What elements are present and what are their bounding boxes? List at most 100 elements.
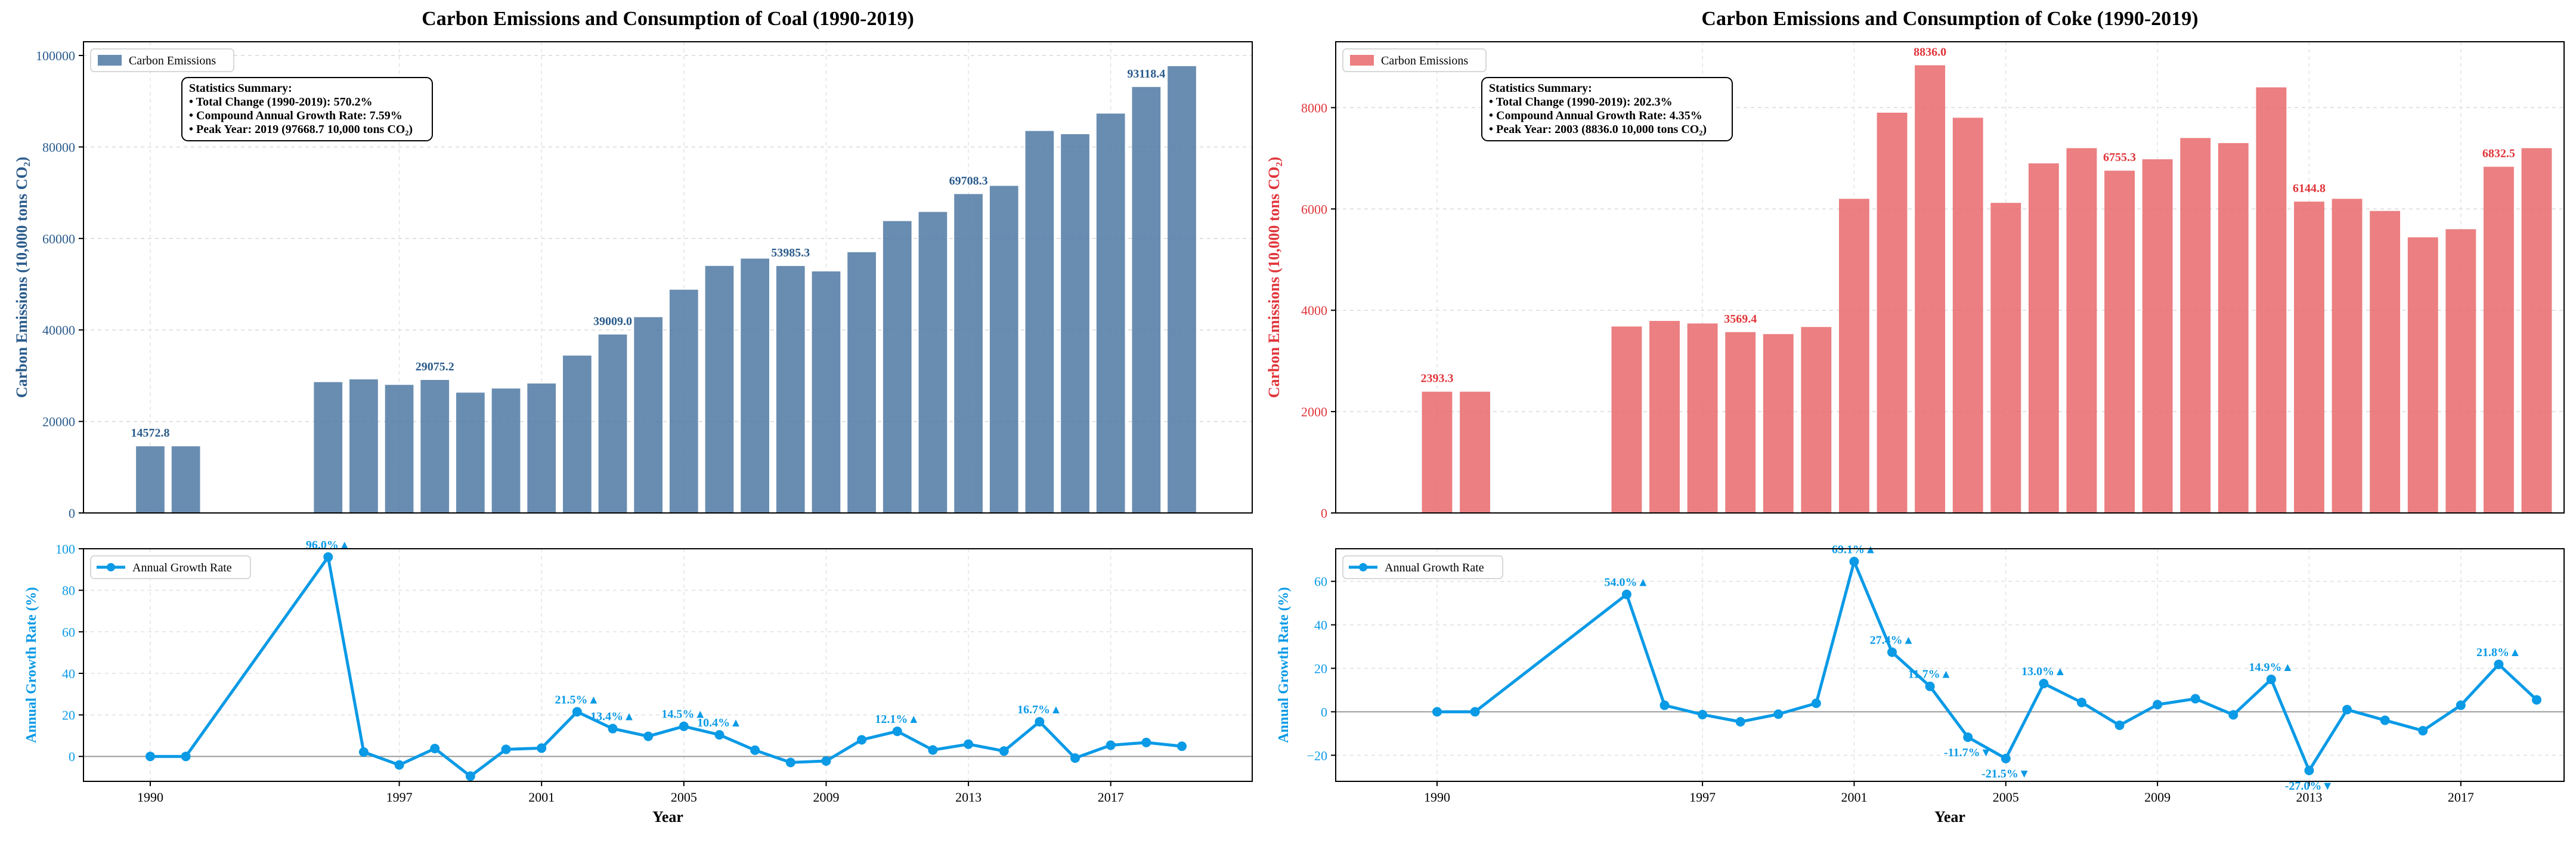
growth-point-2012 [928, 745, 938, 755]
bar-1998 [1725, 332, 1756, 513]
x-tick-label: 1990 [1424, 790, 1450, 805]
y-tick-label: 0 [1321, 704, 1327, 719]
growth-value-label: 12.1%▲ [875, 713, 919, 726]
bar-2002 [1877, 112, 1908, 513]
legend-box [1342, 555, 1503, 579]
growth-point-1999 [1773, 709, 1784, 719]
growth-point-2014 [999, 746, 1009, 756]
growth-point-2000 [501, 744, 511, 755]
growth-point-1997 [1698, 710, 1708, 720]
growth-point-2004 [1963, 732, 1973, 743]
chart-title: Carbon Emissions and Consumption of Coke… [1701, 8, 2198, 30]
y-tick-label: 80 [62, 583, 75, 598]
legend: Carbon Emissions [1342, 48, 1487, 72]
bar-1996 [1649, 321, 1680, 513]
growth-point-1996 [1659, 700, 1670, 710]
bar-2012 [918, 212, 948, 513]
growth-point-2008 [2114, 720, 2125, 730]
bar-2008 [776, 265, 805, 513]
summary-line3: • Peak Year: 2003 (8836.0 10,000 tons CO… [1489, 123, 1707, 136]
y-tick-label: 4000 [1301, 303, 1327, 318]
y-tick-label: 0 [69, 749, 75, 764]
bar-1990 [1422, 391, 1453, 513]
growth-point-2001 [537, 743, 547, 753]
bar-1997 [385, 385, 414, 513]
statistics-summary: Statistics Summary:• Total Change (1990-… [1481, 77, 1733, 141]
y-axis-label: Carbon Emissions (10,000 tons CO₂) [13, 157, 30, 398]
bar-2000 [1801, 327, 1832, 513]
x-tick-label: 2009 [813, 790, 839, 805]
growth-point-2012 [2266, 675, 2276, 685]
x-tick-label: 1997 [386, 790, 413, 805]
bar-value-label: 3569.4 [1724, 313, 1757, 326]
growth-point-2016 [1070, 753, 1080, 763]
y-tick-label: 40 [1314, 618, 1327, 633]
growth-point-2011 [892, 726, 902, 737]
y-tick-label: 20 [62, 708, 75, 723]
growth-value-label: 21.8%▲ [2476, 646, 2521, 659]
bar-2011 [883, 221, 912, 513]
summary-box [1481, 77, 1733, 141]
bar-2003 [1915, 65, 1946, 514]
x-tick-label: 2017 [2448, 790, 2474, 805]
bar-2006 [2028, 163, 2059, 513]
x-tick-label: 2005 [671, 790, 697, 805]
x-tick-label: 2001 [1841, 790, 1867, 805]
growth-point-1990 [145, 752, 155, 762]
bar-2011 [2218, 143, 2249, 514]
bar-value-label: 39009.0 [593, 315, 632, 328]
bar-1991 [171, 446, 200, 513]
x-tick-label: 1997 [1689, 790, 1716, 805]
bar-1996 [349, 379, 378, 513]
x-tick-label: 2001 [528, 790, 555, 805]
legend-box [90, 555, 251, 579]
x-tick-label: 2013 [955, 790, 982, 805]
bar-2004 [634, 317, 663, 513]
bar-2010 [847, 252, 876, 513]
x-tick-label: 2009 [2144, 790, 2171, 805]
legend-box [90, 48, 234, 72]
growth-point-2011 [2228, 710, 2238, 720]
growth-point-1991 [1470, 707, 1480, 717]
growth-point-2009 [2153, 700, 2163, 710]
bar-value-label: 6755.3 [2103, 151, 2136, 164]
growth-point-2010 [2190, 694, 2200, 704]
growth-value-label: 16.7%▲ [1017, 703, 1062, 716]
bar-2018 [1132, 86, 1161, 514]
legend-label: Carbon Emissions [1381, 54, 1468, 67]
x-tick-label: 1990 [137, 790, 163, 805]
growth-panel-coal-growth: 0 20 40 60 80 100 1990 1997 2001 2005 2009 2013 2017… [24, 539, 1252, 825]
growth-point-2008 [785, 757, 795, 768]
bar-2008 [2104, 171, 2135, 513]
bar-2009 [2142, 159, 2173, 513]
legend-label: Annual Growth Rate [1385, 561, 1484, 574]
growth-point-2009 [821, 756, 831, 766]
y-axis-label: Annual Growth Rate (%) [1276, 587, 1292, 743]
bar-value-label: 53985.3 [771, 246, 810, 259]
chart-title: Carbon Emissions and Consumption of Coal… [422, 8, 914, 30]
y-tick-label: 20000 [42, 415, 75, 429]
y-tick-label: 2000 [1301, 404, 1327, 419]
growth-point-2007 [750, 745, 760, 755]
y-tick-label: 40000 [42, 323, 75, 338]
bar-2006 [705, 265, 734, 513]
growth-point-2017 [2456, 700, 2466, 710]
growth-line [1437, 560, 2538, 772]
growth-point-2018 [1141, 737, 1151, 747]
statistics-summary: Statistics Summary:• Total Change (1990-… [181, 77, 433, 141]
growth-value-label: 96.0%▲ [306, 539, 351, 552]
growth-point-2003 [608, 723, 618, 734]
growth-panel-coke-growth: −20 0 20 40 60 1990 1997 2001 2005 2009 2013 2017 54… [1276, 543, 2564, 825]
growth-value-label: 21.5%▲ [555, 693, 599, 706]
bar-2000 [491, 388, 521, 513]
y-tick-label: 20 [1314, 661, 1327, 676]
legend: Annual Growth Rate [90, 555, 251, 579]
bar-2015 [2370, 211, 2401, 513]
legend: Annual Growth Rate [1342, 555, 1503, 579]
growth-point-2015 [1035, 717, 1045, 727]
growth-value-label: 54.0%▲ [1605, 576, 1649, 589]
bar-2017 [1096, 113, 1125, 513]
bar-2009 [812, 271, 841, 513]
bar-value-label: 69708.3 [949, 174, 988, 187]
